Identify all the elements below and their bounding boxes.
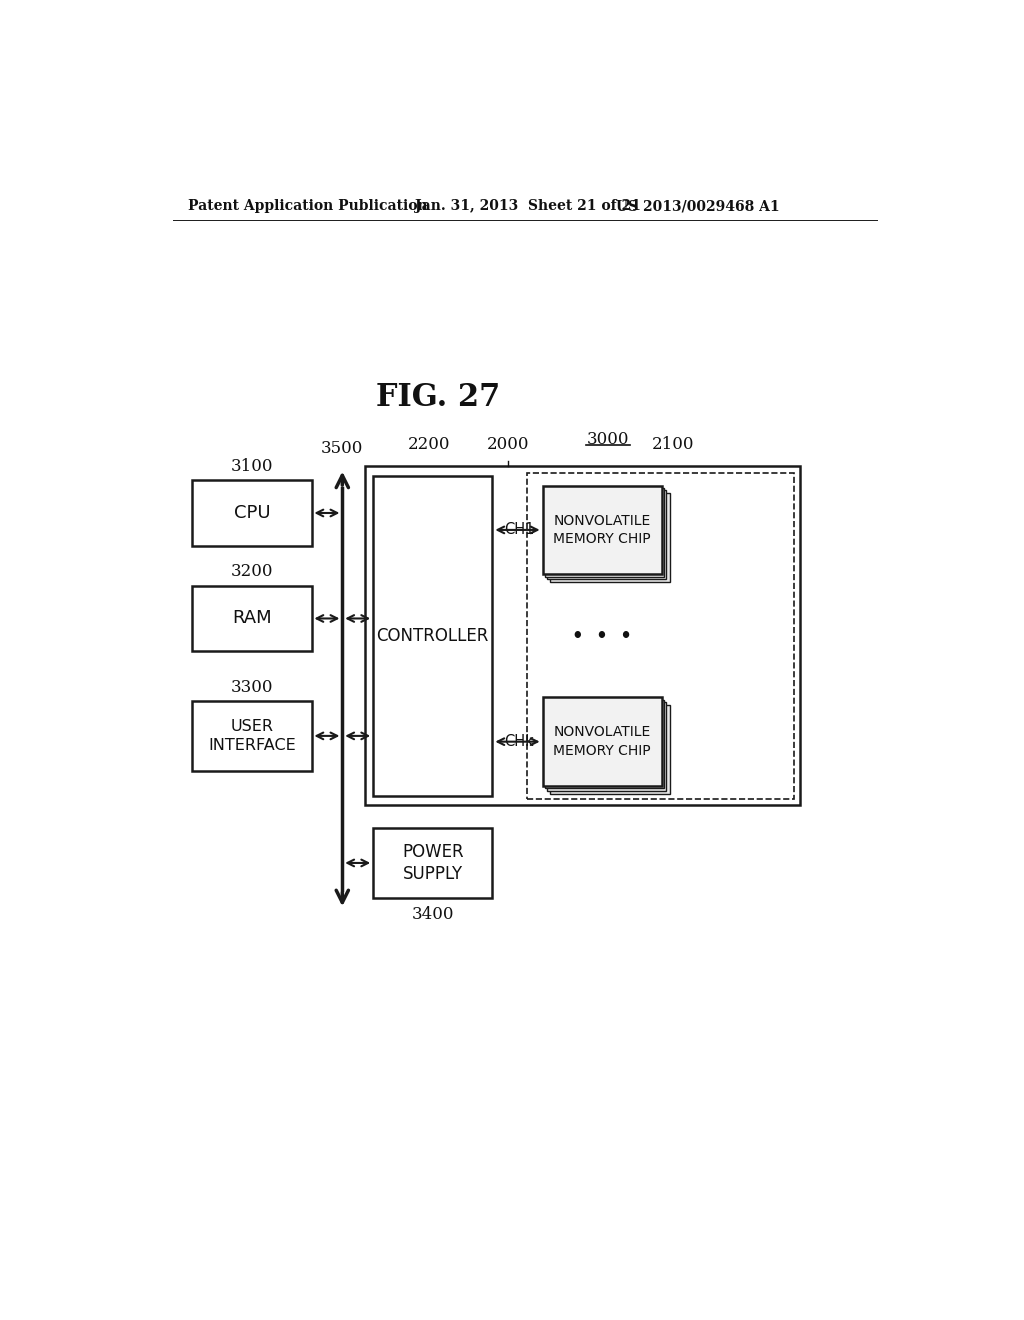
Text: 3200: 3200 [230,564,273,581]
Text: 3400: 3400 [412,906,454,923]
Text: NONVOLATILE
MEMORY CHIP: NONVOLATILE MEMORY CHIP [553,726,651,758]
Text: 3000: 3000 [587,430,629,447]
Bar [193,480,311,545]
Bar [550,494,670,582]
Text: Patent Application Publication: Patent Application Publication [188,199,428,213]
Bar [193,586,311,651]
Text: NONVOLATILE
MEMORY CHIP: NONVOLATILE MEMORY CHIP [553,513,651,546]
Text: 2200: 2200 [409,436,451,453]
Bar [193,701,311,771]
Text: CPU: CPU [233,504,270,521]
Text: 3500: 3500 [322,440,364,457]
Text: FIG. 27: FIG. 27 [377,381,501,413]
Bar [547,490,667,579]
Bar [550,705,670,793]
Text: RAM: RAM [232,610,271,627]
Bar [545,700,665,788]
Text: POWER
SUPPLY: POWER SUPPLY [402,843,464,883]
Bar [527,473,795,799]
Bar [373,475,493,796]
Bar [366,466,801,805]
Text: 3100: 3100 [230,458,273,475]
Text: 2000: 2000 [486,436,529,453]
Text: •  •  •: • • • [572,627,632,644]
Text: CH1: CH1 [504,523,535,537]
Text: CHk: CHk [504,734,534,750]
Text: US 2013/0029468 A1: US 2013/0029468 A1 [615,199,779,213]
Bar [543,486,662,574]
Text: 3300: 3300 [230,678,273,696]
Text: CONTROLLER: CONTROLLER [377,627,489,644]
Text: USER
INTERFACE: USER INTERFACE [208,719,296,752]
Text: 2100: 2100 [652,436,694,453]
Bar [547,702,667,791]
Bar [373,829,493,898]
Bar [545,488,665,577]
Text: Jan. 31, 2013  Sheet 21 of 21: Jan. 31, 2013 Sheet 21 of 21 [416,199,641,213]
Bar [543,697,662,785]
